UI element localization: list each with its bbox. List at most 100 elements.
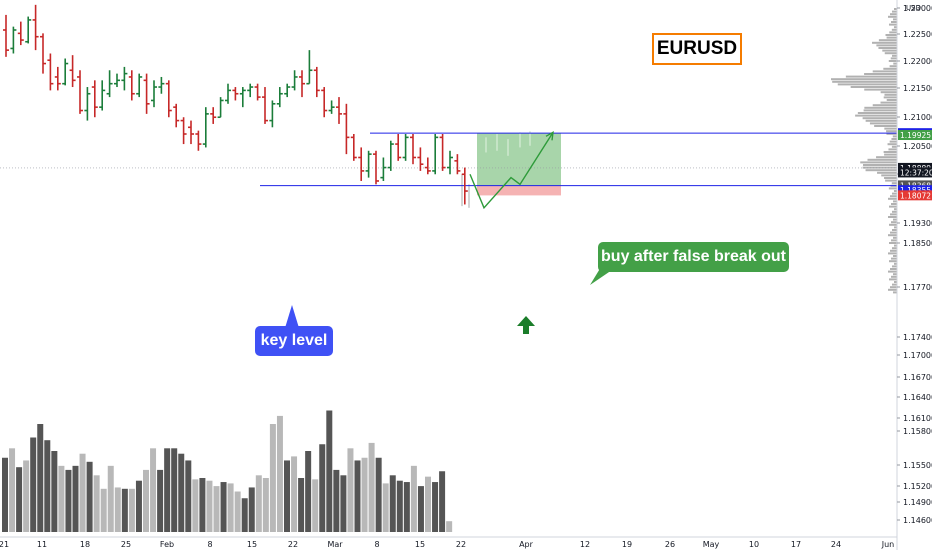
time-tick-label: 10 <box>749 540 759 549</box>
price-tick-label: 1.16400 <box>903 393 932 402</box>
price-tick-label: 1.16700 <box>903 373 932 382</box>
ohlc-bar <box>143 73 150 114</box>
price-axis: 1.23000 1.22500 1.22000 1.21500 1.21000 1.205… <box>896 0 932 550</box>
price-tag <box>898 130 932 141</box>
volume-bar <box>382 483 389 532</box>
ohlc-bar <box>336 97 342 124</box>
volume-profile-bar <box>891 239 897 242</box>
volume-profile-bar <box>887 143 897 146</box>
ohlc-bar <box>136 73 143 98</box>
volume-profile-bar <box>889 31 897 34</box>
volume-bar <box>291 456 298 532</box>
ohlc-bar <box>47 53 54 91</box>
ohlc-bar <box>239 87 246 108</box>
time-tick-label: May <box>703 540 720 549</box>
volume-profile-bar <box>889 65 897 68</box>
volume-bar <box>100 488 107 532</box>
volume-profile-bar <box>892 265 897 268</box>
volume-bar <box>312 479 319 532</box>
volume-bar <box>51 451 58 532</box>
price-tag <box>898 190 932 201</box>
volume-bar <box>143 469 149 532</box>
time-axis: 21 11 18 25 Feb 8 15 22 Mar 8 15 22 Apr 12 19 26 May 10 17… <box>0 536 897 549</box>
ohlc-bar <box>373 150 379 185</box>
volume-profile-bar <box>864 88 897 91</box>
volume-profile-bar <box>889 205 897 208</box>
volume-bar <box>410 465 417 532</box>
volume-profile-bar <box>865 169 897 172</box>
volume-profile-bar <box>885 34 897 36</box>
projection-path <box>285 131 612 334</box>
volume-bar <box>79 453 86 532</box>
price-tick-label: 1.14900 <box>903 498 932 507</box>
time-tick-label: 22 <box>456 540 466 549</box>
volume-profile-bar <box>894 208 897 211</box>
volume-bar <box>164 448 171 532</box>
volume-profile-bar <box>892 229 897 231</box>
volume-profile-bar <box>864 73 897 75</box>
volume-profile-bar <box>888 15 897 18</box>
time-tick-label: 12 <box>580 540 590 549</box>
volume-profile-bar <box>890 21 897 23</box>
volume-profile-bar <box>855 114 897 117</box>
price-tick-label: 1.17000 <box>903 351 932 360</box>
volume-bar <box>220 482 227 532</box>
volume-profile-bar <box>890 213 897 216</box>
time-tick-label: 15 <box>415 540 425 549</box>
volume-bar <box>65 469 72 532</box>
ohlc-bar <box>10 26 17 54</box>
volume-profile-bar <box>894 8 897 10</box>
ohlc-bar <box>25 16 32 44</box>
volume-bar <box>185 460 192 532</box>
volume-bar <box>446 521 453 532</box>
ohlc-bar <box>91 80 98 118</box>
ohlc-bar <box>387 140 394 171</box>
volume-bar <box>347 448 354 532</box>
time-tick-label: 8 <box>374 540 379 549</box>
time-tick-label: 15 <box>247 540 257 549</box>
volume-profile-bar <box>892 247 897 250</box>
volume-profile-bar <box>886 132 897 135</box>
volume-profile-bar <box>888 23 897 26</box>
time-tick-label: Jun <box>881 540 895 549</box>
volume-profile-bar <box>891 275 897 278</box>
volume-profile-bar <box>862 117 897 120</box>
volume-profile-bar <box>893 26 897 29</box>
symbol-badge: EURUSD <box>652 33 742 65</box>
ohlc-bar <box>54 66 61 91</box>
price-tag-label: 12:37:20 <box>900 168 932 177</box>
ohlc-bar <box>350 134 357 161</box>
volume-bar <box>72 465 79 532</box>
volume-profile-bar <box>867 158 897 161</box>
volume-bar <box>206 480 213 532</box>
volume-bar <box>128 488 135 532</box>
volume-profile-bar <box>892 135 897 138</box>
price-tick-label: 1.15800 <box>903 427 932 436</box>
time-tick-label: 19 <box>622 540 632 549</box>
price-tick-label: 1.15500 <box>903 461 932 470</box>
ohlc-bar <box>461 167 468 205</box>
buy-arrow <box>517 316 535 334</box>
volume-profile-bar <box>863 109 897 112</box>
volume-bar <box>171 448 178 532</box>
volume-bar <box>396 480 403 532</box>
ohlc-bar <box>417 147 424 171</box>
price-tick-label: 1.21500 <box>903 84 932 93</box>
volume-profile-bar <box>884 93 897 96</box>
ohlc-bar <box>165 80 172 118</box>
ohlc-bar <box>254 83 261 101</box>
volume-bar <box>213 486 220 532</box>
levels <box>0 132 897 187</box>
ohlc-bar <box>202 107 209 148</box>
volume-profile-bar <box>872 70 897 73</box>
ohlc-bar <box>17 21 24 46</box>
volume-profile-bar <box>893 236 897 239</box>
volume-profile-bar <box>831 78 897 81</box>
volume-bar <box>248 487 255 532</box>
volume-bar <box>58 465 65 532</box>
volume-bar <box>199 478 206 532</box>
volume-profile-bar <box>894 244 897 247</box>
ohlc-bar <box>158 76 165 94</box>
ohlc-bar <box>321 87 328 118</box>
